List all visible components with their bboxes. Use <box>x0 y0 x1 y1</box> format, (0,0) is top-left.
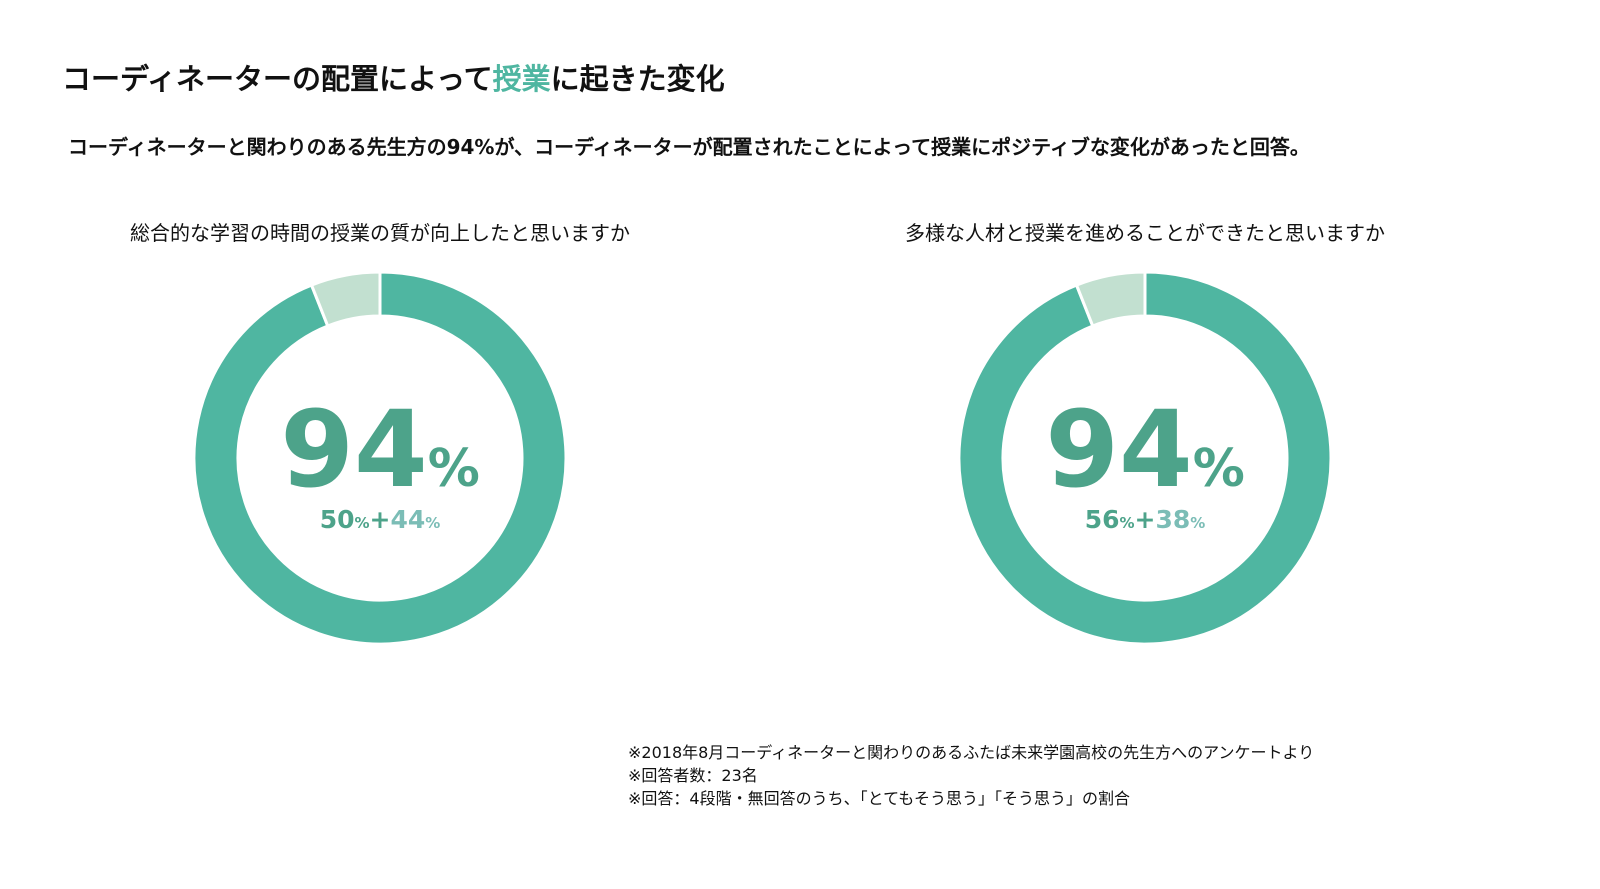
title-highlight: 授業 <box>492 62 551 96</box>
donut-slice-1 <box>957 270 1333 646</box>
page-title: コーディネーターの配置によって授業に起きた変化 <box>62 56 725 98</box>
footnote-source: ※2018年8月コーディネーターと関わりのあるふたば未来学園高校の先生方へのアン… <box>628 743 1315 762</box>
breakdown-label: 50%+44% <box>320 505 441 534</box>
title-suffix: に起きた変化 <box>550 62 725 96</box>
question-2: 多様な人材と授業を進めることができたと思いますか <box>905 221 1385 245</box>
footnote-respondents: ※回答者数：23名 <box>628 766 758 785</box>
donut-slice-2 <box>309 270 382 328</box>
center-percentage: 94% <box>1045 388 1245 511</box>
footnotes: ※2018年8月コーディネーターと関わりのあるふたば未来学園高校の先生方へのアン… <box>628 741 1314 810</box>
donut-chart-2: 94%56%+38% <box>957 270 1333 646</box>
donut-slice-2 <box>1074 270 1147 328</box>
summary-text: コーディネーターと関わりのある先生方の94%が、コーディネーターが配置されたこと… <box>68 135 1310 159</box>
donut-slice-1 <box>192 270 568 646</box>
donut-chart-1: 94%50%+44% <box>192 270 568 646</box>
breakdown-label: 56%+38% <box>1085 505 1206 534</box>
center-percentage: 94% <box>280 388 480 511</box>
question-1: 総合的な学習の時間の授業の質が向上したと思いますか <box>130 221 630 245</box>
footnote-method: ※回答：4段階・無回答のうち、「とてもそう思う」「そう思う」の割合 <box>628 789 1130 808</box>
title-prefix: コーディネーターの配置によって <box>62 62 493 96</box>
